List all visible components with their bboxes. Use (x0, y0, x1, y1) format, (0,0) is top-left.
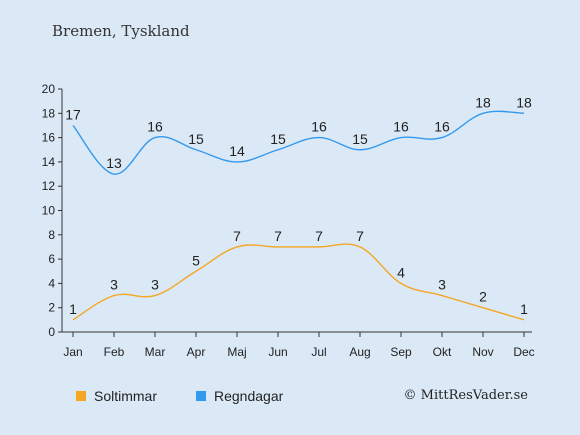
data-label-regndagar: 15 (352, 131, 368, 147)
y-tick-label: 2 (48, 301, 55, 315)
data-label-regndagar: 16 (147, 119, 163, 135)
y-tick-label: 4 (48, 276, 55, 290)
data-label-soltimmar: 7 (274, 228, 282, 244)
data-label-regndagar: 14 (229, 143, 245, 159)
y-tick-label: 0 (48, 325, 55, 339)
data-label-regndagar: 16 (311, 119, 327, 135)
data-label-soltimmar: 3 (151, 277, 159, 293)
legend-label-soltimmar: Soltimmar (94, 388, 158, 404)
data-label-regndagar: 15 (188, 131, 204, 147)
data-label-regndagar: 15 (270, 131, 286, 147)
chart-title: Bremen, Tyskland (52, 22, 190, 40)
legend-swatch-soltimmar (76, 391, 86, 401)
credit-text: © MittResVader.se (403, 388, 528, 403)
x-tick-label: Feb (104, 345, 125, 359)
x-tick-label: Sep (390, 345, 412, 359)
data-label-soltimmar: 2 (479, 289, 487, 305)
data-label-regndagar: 16 (434, 119, 450, 135)
data-label-soltimmar: 7 (315, 228, 323, 244)
series-line-soltimmar (72, 243, 525, 321)
data-label-regndagar: 17 (65, 106, 81, 122)
data-label-soltimmar: 1 (520, 301, 528, 317)
x-tick-label: Nov (472, 345, 493, 359)
x-tick-label: Maj (227, 345, 246, 359)
legend-swatch-regndagar (196, 391, 206, 401)
data-label-soltimmar: 5 (192, 252, 200, 268)
legend-item-soltimmar: Soltimmar (76, 388, 157, 404)
x-tick-label: Jan (63, 345, 82, 359)
y-tick-label: 8 (48, 228, 55, 242)
y-tick-label: 14 (42, 155, 56, 169)
x-tick-label: Jul (311, 345, 326, 359)
legend-item-regndagar: Regndagar (196, 388, 283, 404)
y-tick-label: 6 (48, 252, 55, 266)
x-tick-label: Apr (187, 345, 206, 359)
x-tick-label: Jun (268, 345, 287, 359)
y-tick-label: 10 (42, 204, 56, 218)
data-label-soltimmar: 3 (110, 277, 118, 293)
data-label-regndagar: 16 (393, 119, 409, 135)
data-label-soltimmar: 7 (233, 228, 241, 244)
data-label-soltimmar: 1 (69, 301, 77, 317)
y-tick-label: 12 (42, 179, 56, 193)
y-tick-label: 20 (42, 82, 56, 96)
x-tick-label: Dec (513, 345, 534, 359)
x-tick-label: Okt (433, 345, 452, 359)
x-tick-label: Mar (145, 345, 166, 359)
data-label-regndagar: 18 (516, 94, 532, 110)
x-tick-label: Aug (349, 345, 370, 359)
legend-label-regndagar: Regndagar (214, 388, 284, 404)
data-label-soltimmar: 7 (356, 228, 364, 244)
data-label-regndagar: 13 (106, 155, 122, 171)
series-line-regndagar (72, 110, 525, 175)
data-label-soltimmar: 3 (438, 277, 446, 293)
y-tick-label: 16 (42, 131, 56, 145)
data-label-soltimmar: 4 (397, 264, 405, 280)
data-label-regndagar: 18 (475, 94, 491, 110)
y-tick-label: 18 (42, 106, 56, 120)
